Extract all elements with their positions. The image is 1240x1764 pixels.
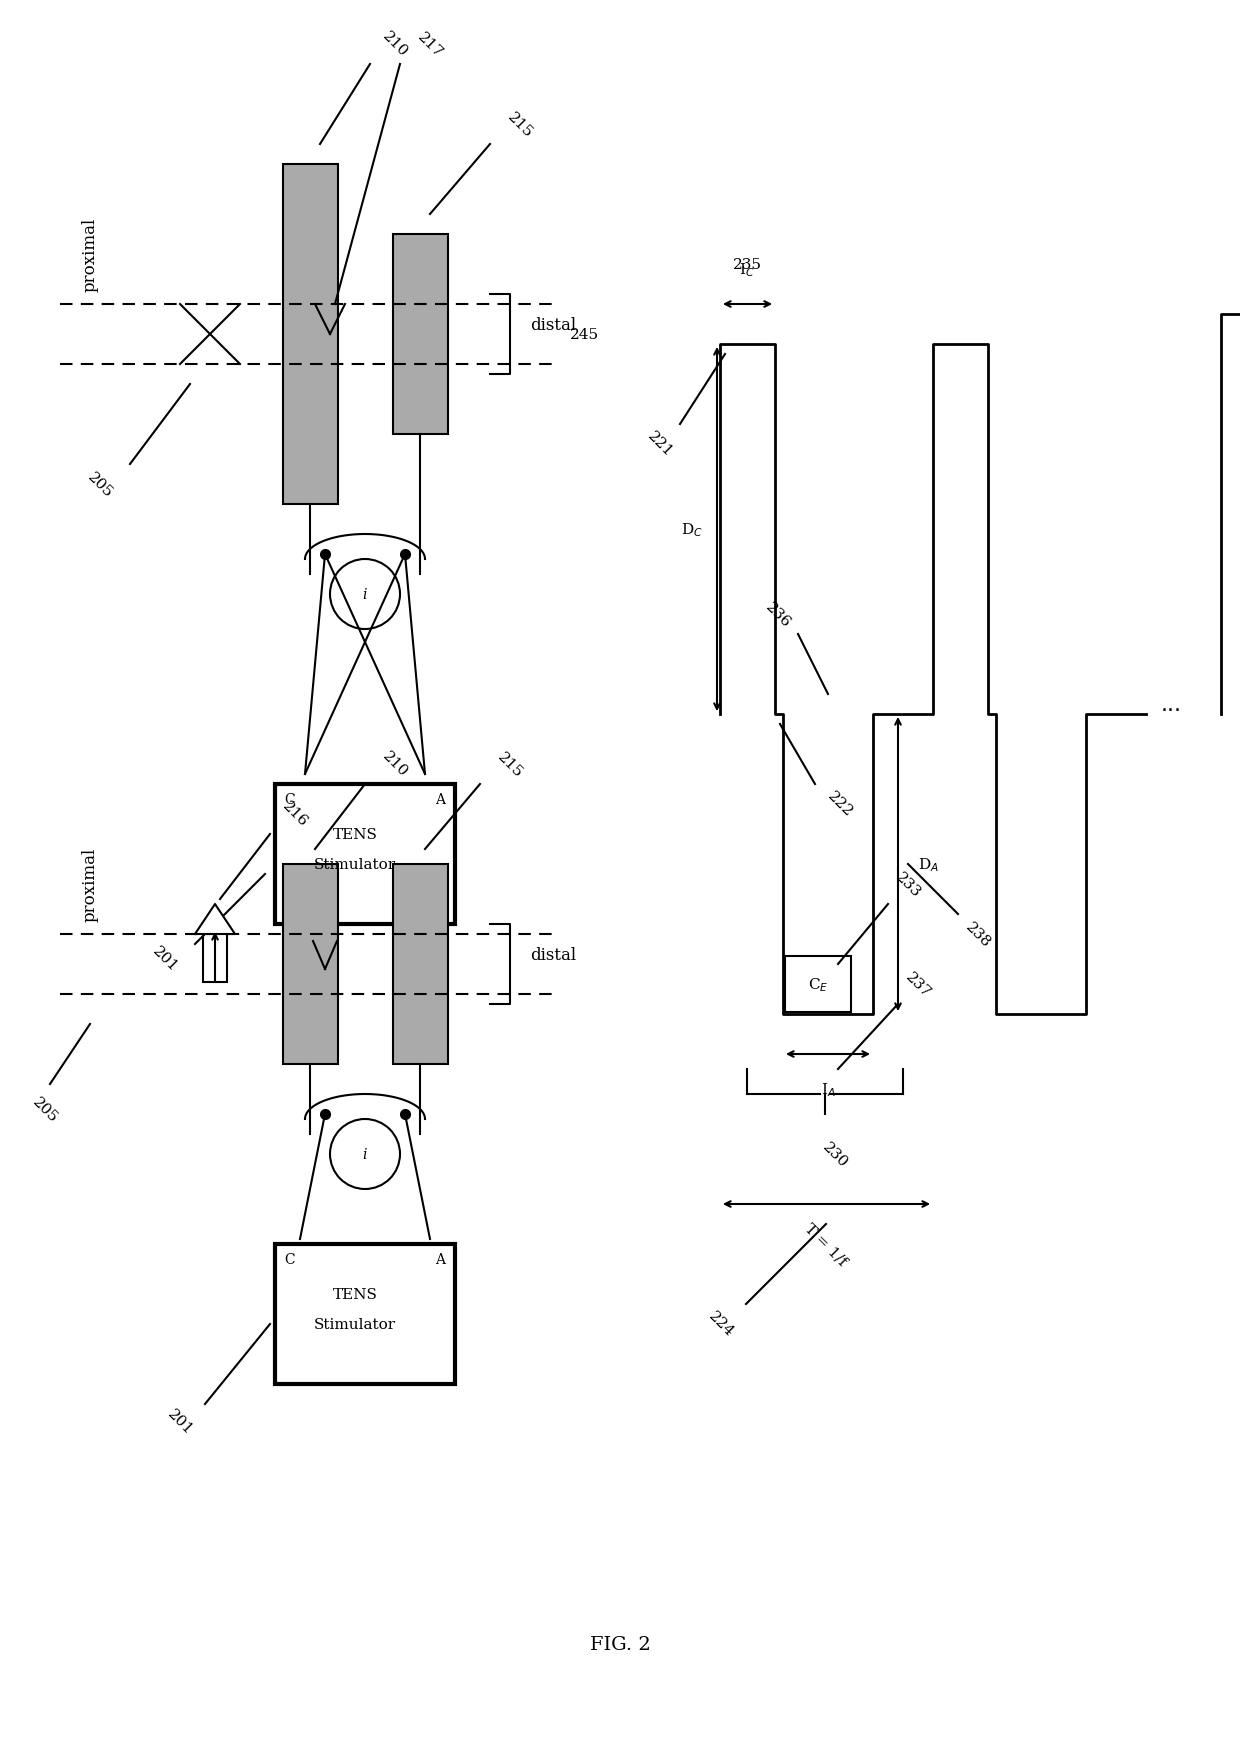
Text: TENS: TENS — [332, 1288, 377, 1302]
Text: 237: 237 — [903, 968, 934, 1000]
Text: 230: 230 — [820, 1140, 851, 1170]
Text: A: A — [435, 792, 445, 806]
Text: 238: 238 — [962, 919, 993, 949]
Text: distal: distal — [529, 316, 577, 333]
FancyBboxPatch shape — [283, 164, 337, 505]
Polygon shape — [195, 905, 236, 935]
Text: 205: 205 — [84, 469, 115, 499]
Text: T = 1/f: T = 1/f — [802, 1221, 849, 1268]
FancyBboxPatch shape — [203, 933, 227, 983]
FancyBboxPatch shape — [785, 956, 851, 1013]
Text: proximal: proximal — [82, 847, 98, 921]
Text: 215: 215 — [495, 750, 526, 780]
Text: 233: 233 — [893, 870, 924, 900]
FancyBboxPatch shape — [275, 785, 455, 924]
FancyBboxPatch shape — [393, 864, 448, 1064]
Text: 215: 215 — [505, 109, 536, 139]
Text: D$_A$: D$_A$ — [918, 856, 939, 873]
Text: i: i — [363, 587, 367, 602]
Text: C$_E$: C$_E$ — [807, 975, 828, 993]
Text: 210: 210 — [379, 30, 410, 60]
Text: 201: 201 — [150, 944, 180, 975]
Text: C: C — [285, 792, 295, 806]
Text: A: A — [435, 1252, 445, 1267]
FancyBboxPatch shape — [393, 235, 448, 434]
Text: 216: 216 — [280, 799, 310, 829]
Text: proximal: proximal — [82, 217, 98, 293]
Text: distal: distal — [529, 946, 577, 963]
FancyBboxPatch shape — [283, 864, 337, 1064]
Text: 217: 217 — [414, 30, 445, 60]
Text: i: i — [363, 1147, 367, 1161]
Text: I$_A$: I$_A$ — [821, 1081, 836, 1099]
Text: 221: 221 — [645, 429, 676, 460]
Text: 205: 205 — [30, 1094, 61, 1125]
Text: C: C — [285, 1252, 295, 1267]
Text: 235: 235 — [733, 258, 761, 272]
Text: 210: 210 — [379, 750, 410, 780]
Text: 201: 201 — [165, 1408, 195, 1438]
Text: FIG. 2: FIG. 2 — [590, 1635, 650, 1653]
Text: Stimulator: Stimulator — [314, 857, 396, 871]
Text: Stimulator: Stimulator — [314, 1318, 396, 1332]
Text: 245: 245 — [570, 328, 599, 342]
Text: 222: 222 — [825, 789, 856, 820]
Text: D$_C$: D$_C$ — [681, 520, 703, 538]
FancyBboxPatch shape — [275, 1244, 455, 1385]
Text: 224: 224 — [706, 1309, 737, 1339]
Text: I$_C$: I$_C$ — [739, 261, 755, 279]
Text: TENS: TENS — [332, 827, 377, 841]
Text: 236: 236 — [763, 600, 794, 630]
Text: ...: ... — [1161, 695, 1182, 714]
